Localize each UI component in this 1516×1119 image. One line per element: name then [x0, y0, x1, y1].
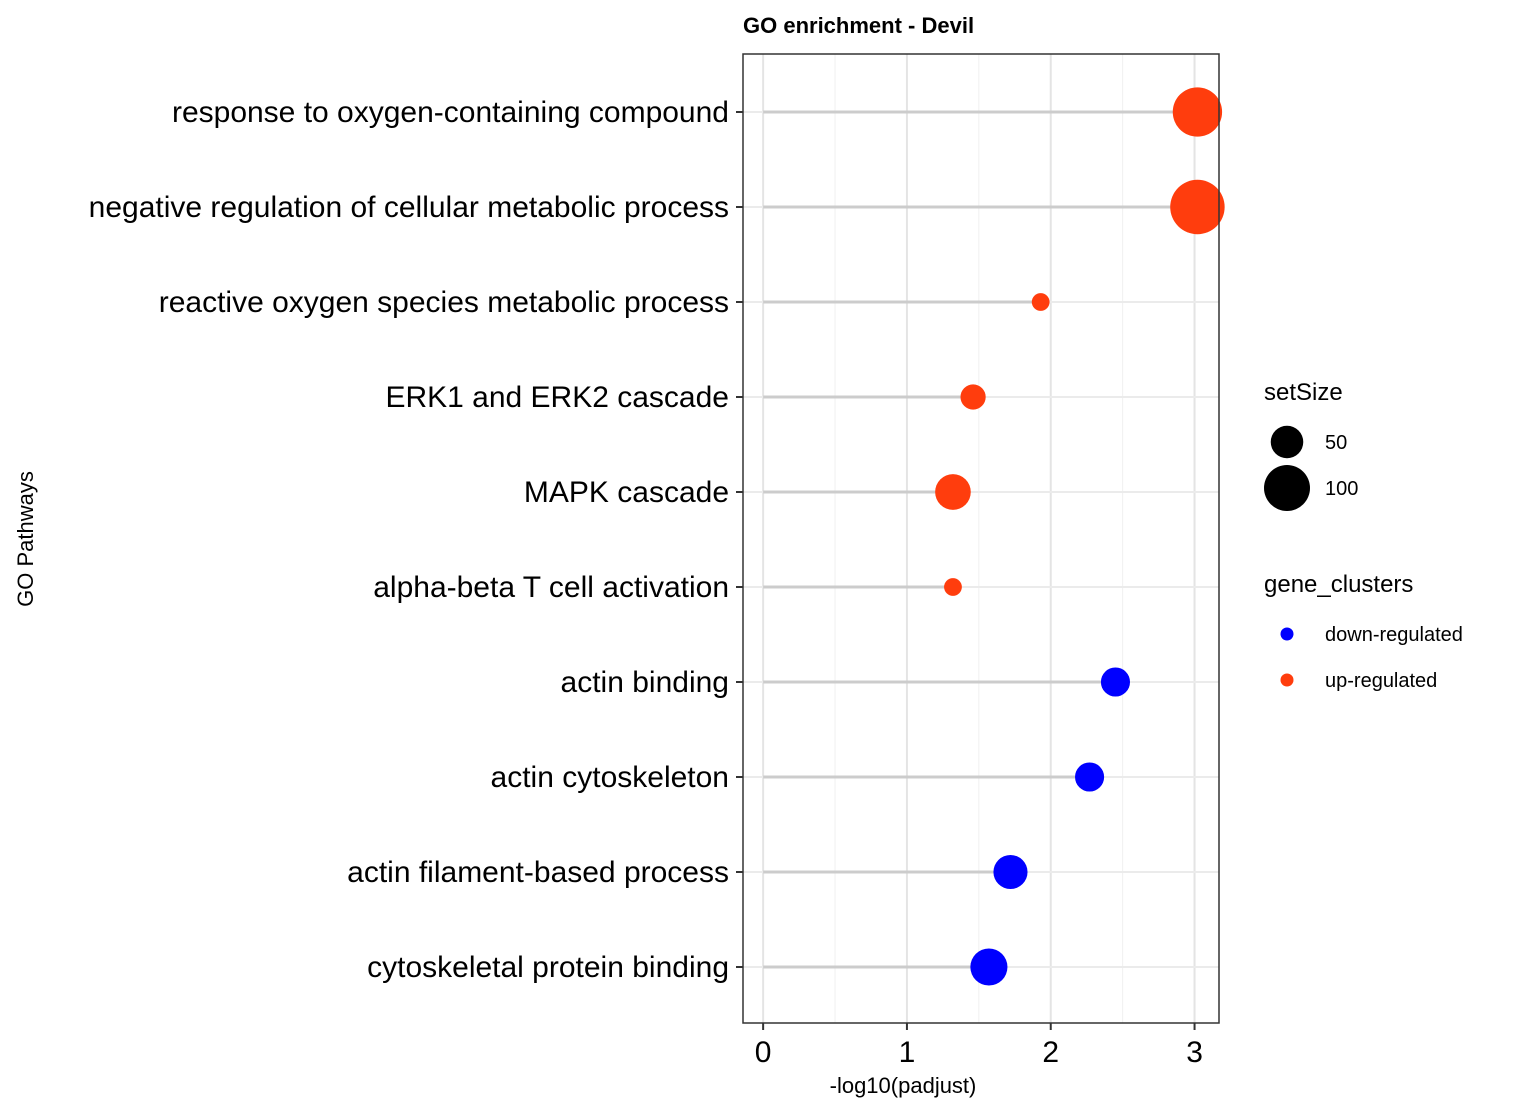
y-tick-label: actin binding	[561, 666, 729, 699]
y-tick-label: reactive oxygen species metabolic proces…	[159, 286, 729, 319]
x-tick-label: 3	[1186, 1036, 1203, 1069]
y-axis-label: GO Pathways	[13, 471, 38, 607]
y-tick-label: cytoskeletal protein binding	[367, 951, 729, 984]
x-tick-label: 1	[899, 1036, 916, 1069]
x-tick-label: 2	[1042, 1036, 1059, 1069]
size-legend-key	[1264, 465, 1310, 511]
x-axis-label: -log10(padjust)	[830, 1073, 977, 1098]
plot-area: response to oxygen-containing compound ne…	[89, 53, 1225, 1069]
y-tick-label: negative regulation of cellular metaboli…	[89, 191, 729, 224]
data-point	[993, 854, 1028, 890]
size-legend-label: 100	[1325, 478, 1358, 500]
y-tick-label: MAPK cascade	[524, 476, 729, 509]
y-tick-label: actin filament-based process	[347, 856, 729, 889]
x-tick-label: 0	[755, 1036, 772, 1069]
color-legend-title: gene_clusters	[1264, 571, 1413, 598]
data-point	[970, 948, 1008, 986]
data-point	[1075, 762, 1105, 792]
color-legend-label: down-regulated	[1325, 624, 1463, 646]
size-legend-label: 50	[1325, 432, 1347, 454]
y-tick-label: actin cytoskeleton	[491, 761, 729, 794]
data-point	[1172, 87, 1223, 137]
legend: setSize gene_clusters 50 100 down-regulate…	[1264, 379, 1463, 692]
data-point	[1170, 179, 1225, 235]
color-legend-label: up-regulated	[1325, 670, 1437, 692]
color-legend-key	[1280, 673, 1294, 687]
size-legend-title: setSize	[1264, 379, 1343, 406]
data-point	[1031, 293, 1050, 311]
data-point	[1100, 667, 1131, 697]
size-legend-key	[1270, 425, 1304, 459]
color-legend-key	[1280, 627, 1294, 641]
y-tick-label: response to oxygen-containing compound	[172, 96, 729, 129]
data-point	[935, 474, 971, 510]
data-point	[944, 578, 962, 596]
y-tick-label: ERK1 and ERK2 cascade	[385, 381, 729, 414]
chart-title: GO enrichment - Devil	[743, 13, 974, 38]
data-point	[960, 384, 986, 410]
y-tick-label: alpha-beta T cell activation	[373, 571, 729, 604]
panel-border	[742, 53, 1220, 1024]
